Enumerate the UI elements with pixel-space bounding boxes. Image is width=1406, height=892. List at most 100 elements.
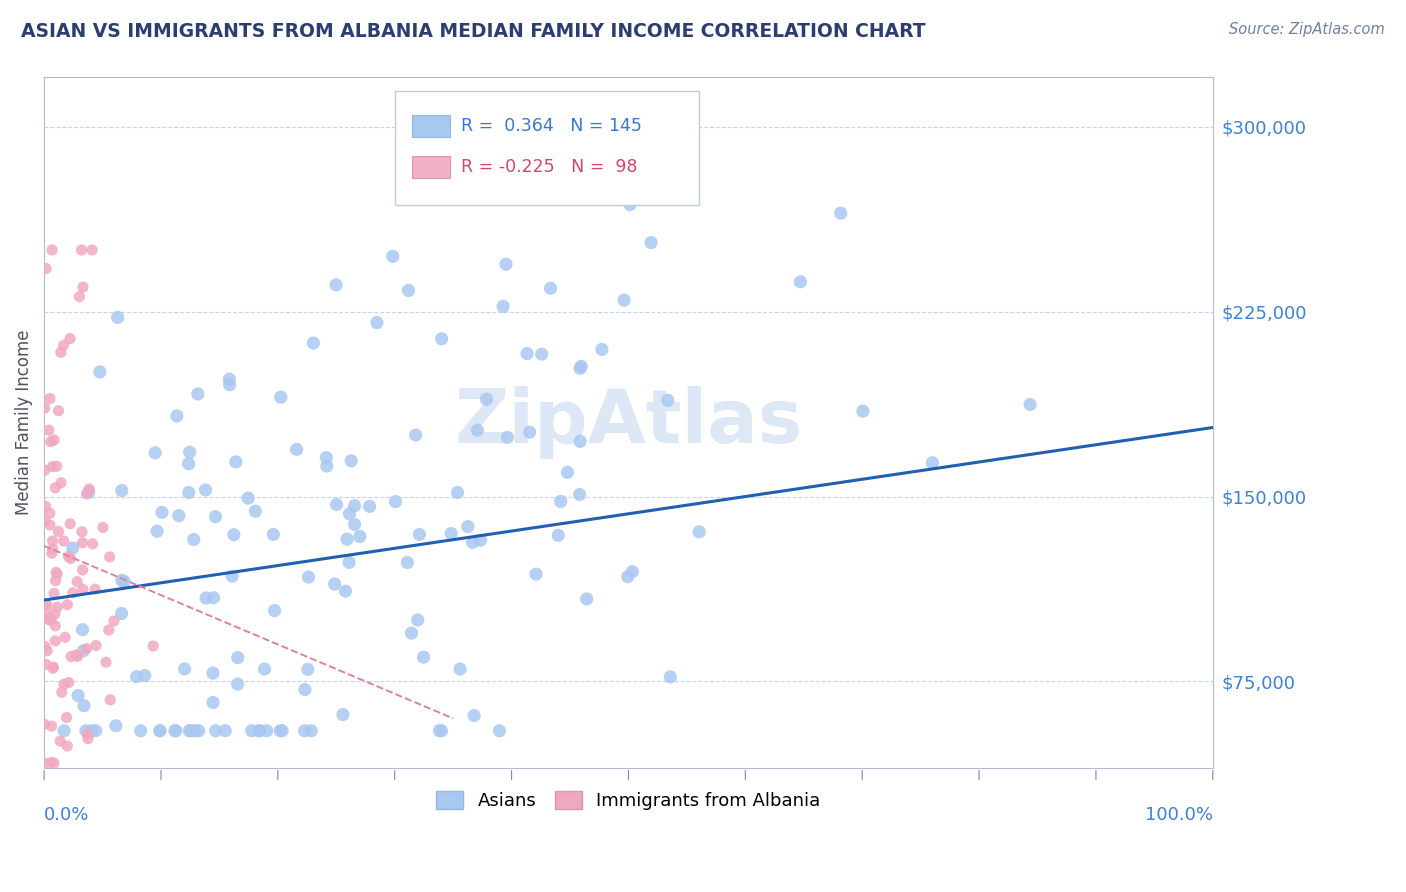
Point (226, 677, 249, 691)
Point (42, 542, 65, 557)
Point (240, 723, 263, 738)
Point (492, 299, 515, 313)
Point (195, 591, 218, 605)
Point (34, 514, 56, 528)
Point (77, 485, 100, 500)
Point (299, 723, 322, 738)
Point (46, 600, 69, 615)
Point (94, 785, 117, 799)
Point (340, 454, 363, 468)
Y-axis label: Median Family Income: Median Family Income (15, 330, 32, 516)
Point (569, 361, 592, 376)
Point (218, 372, 240, 386)
Point (177, 457, 200, 471)
Point (325, 498, 347, 512)
Point (395, 192, 418, 206)
Point (67, 689, 90, 703)
Point (98, 549, 121, 564)
Point (42, 756, 65, 771)
Point (72, 280, 94, 294)
Point (38, 610, 60, 624)
Point (591, 343, 613, 357)
Point (77, 731, 100, 746)
Point (269, 723, 291, 738)
Point (557, 466, 579, 480)
Point (183, 533, 205, 547)
Point (53, 630, 76, 644)
Point (72, 563, 94, 577)
Point (67, 290, 90, 304)
Point (46, 567, 69, 582)
Point (143, 446, 166, 460)
Point (44, 433, 66, 447)
Point (146, 524, 169, 538)
Point (44, 633, 66, 648)
Point (42, 661, 65, 675)
Point (149, 723, 172, 738)
Point (343, 499, 366, 513)
Point (112, 574, 135, 589)
Point (167, 508, 190, 523)
Point (398, 284, 420, 298)
Point (495, 257, 517, 271)
Point (39, 756, 62, 770)
Text: ASIAN VS IMMIGRANTS FROM ALBANIA MEDIAN FAMILY INCOME CORRELATION CHART: ASIAN VS IMMIGRANTS FROM ALBANIA MEDIAN … (21, 22, 925, 41)
Point (214, 723, 236, 738)
Point (315, 458, 337, 473)
Point (35, 657, 58, 672)
Point (524, 567, 547, 582)
Point (39, 434, 62, 449)
Point (179, 723, 201, 738)
Point (41, 719, 63, 733)
Point (62, 541, 84, 555)
Point (202, 696, 225, 710)
Point (84, 639, 107, 653)
Point (457, 519, 479, 533)
Point (1019, 397, 1042, 411)
Point (461, 535, 484, 549)
Point (366, 316, 388, 330)
Point (238, 491, 260, 505)
Point (45, 566, 67, 580)
Point (336, 532, 359, 546)
Point (51, 685, 73, 699)
Point (343, 517, 366, 532)
Point (58, 549, 80, 564)
Point (62, 586, 84, 600)
Point (302, 336, 325, 351)
Point (79, 781, 101, 796)
Point (163, 723, 186, 738)
Point (111, 483, 134, 498)
Point (359, 500, 381, 514)
Point (406, 613, 429, 627)
Point (270, 390, 292, 404)
Point (41, 243, 63, 257)
Point (89, 365, 111, 379)
Point (39, 613, 62, 627)
Point (52, 534, 75, 549)
Point (49, 734, 72, 748)
Point (613, 293, 636, 307)
Point (463, 708, 485, 723)
Point (84, 582, 107, 597)
Point (52, 338, 75, 352)
Point (657, 393, 679, 408)
Point (91, 520, 114, 534)
Point (187, 387, 209, 401)
Point (49, 345, 72, 359)
Point (852, 404, 875, 418)
Point (39, 518, 62, 533)
Point (294, 723, 316, 738)
Point (396, 556, 419, 570)
Point (34, 500, 56, 514)
Legend: Asians, Immigrants from Albania: Asians, Immigrants from Albania (429, 783, 828, 817)
Point (55, 710, 77, 724)
Point (35, 602, 58, 616)
Point (496, 430, 519, 444)
Point (76, 641, 98, 656)
Point (45, 459, 67, 474)
Point (107, 310, 129, 325)
Point (48, 524, 70, 539)
Point (575, 591, 598, 606)
Point (325, 277, 347, 292)
